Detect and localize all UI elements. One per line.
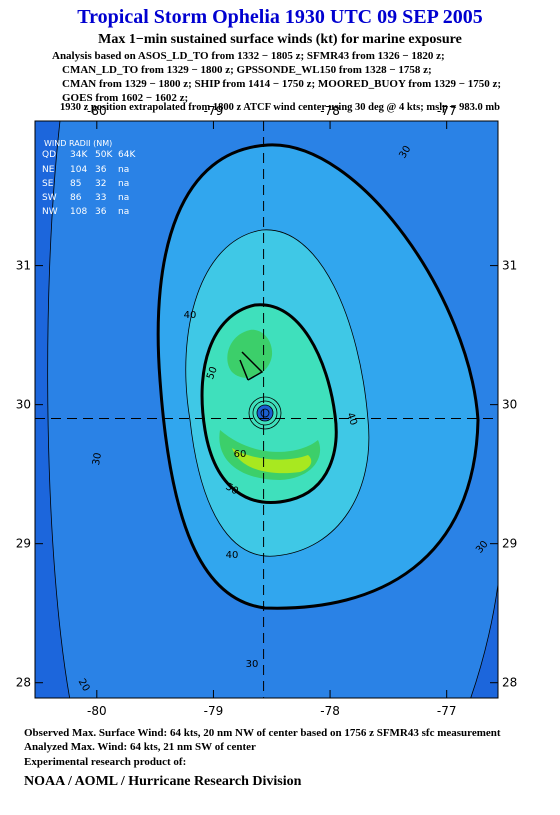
- contour-label: 50: [205, 365, 220, 381]
- contour-label: 40: [344, 411, 359, 427]
- footer-line: Analyzed Max. Wind: 64 kts, 21 nm SW of …: [24, 741, 256, 753]
- title: Tropical Storm Ophelia 1930 UTC 09 SEP 2…: [77, 6, 483, 28]
- x-tick-label: -80: [87, 104, 107, 118]
- y-tick-label: 29: [502, 537, 517, 551]
- contour-label: 40: [226, 550, 239, 561]
- wind-radii-cell: na: [118, 179, 129, 189]
- org: NOAA / AOML / Hurricane Research Divisio…: [24, 774, 302, 789]
- analysis-line: CMAN from 1329 − 1800 z; SHIP from 1414 …: [62, 78, 502, 90]
- wind-radii-cell: na: [118, 207, 129, 217]
- wind-radii-cell: 33: [95, 193, 106, 203]
- thin-contours: [47, 121, 498, 698]
- y-tick-label: 30: [16, 398, 31, 412]
- subtitle: Max 1−min sustained surface winds (kt) f…: [98, 32, 462, 47]
- analysis-line: GOES from 1602 − 1602 z;: [62, 92, 189, 104]
- wind-radii-cell: 108: [70, 207, 87, 217]
- position-note: 1930 z position extrapolated from 1800 z…: [59, 102, 501, 113]
- contour-60: [232, 448, 312, 474]
- wind-radii-cell: 36: [95, 165, 107, 175]
- x-tick-label: -79: [204, 704, 224, 718]
- contour-label: 60: [234, 449, 247, 460]
- wind-radii-cell: 104: [70, 165, 87, 175]
- wind-radii-cell: 86: [70, 193, 82, 203]
- frame: [34, 120, 499, 699]
- y-tick-label: 28: [16, 676, 31, 690]
- footer-line: Experimental research product of:: [24, 756, 187, 768]
- x-tick-label: -77: [437, 704, 457, 718]
- analysis-line: Analysis based on ASOS_LD_TO from 1332 −…: [52, 50, 445, 62]
- contour-label: 40: [184, 310, 197, 321]
- contour-50-line: [200, 303, 338, 504]
- contour-55: [227, 329, 273, 378]
- x-tick-label: -80: [87, 704, 107, 718]
- analysis-line: CMAN_LD_TO from 1329 − 1800 z; GPSSONDE_…: [62, 64, 432, 76]
- wind-radii-cell: SW: [42, 193, 57, 203]
- x-tick-label: -79: [204, 104, 224, 118]
- y-tick-label: 29: [16, 537, 31, 551]
- x-tick-label: -78: [320, 704, 340, 718]
- footer-line: Observed Max. Surface Wind: 64 kts, 20 n…: [24, 727, 501, 739]
- eye-contours: [248, 396, 282, 430]
- wind-radii-header: 50K: [95, 150, 113, 160]
- wind-radii-header: 64K: [118, 150, 136, 160]
- y-tick-label: 31: [502, 259, 517, 273]
- x-tick-label: -78: [320, 104, 340, 118]
- wind-radii-header: QD: [42, 150, 56, 160]
- wind-radii-cell: NW: [42, 207, 58, 217]
- y-tick-label: 28: [502, 676, 517, 690]
- wind-radii-cell: NE: [42, 165, 55, 175]
- wind-radii-cell: na: [118, 165, 129, 175]
- y-tick-label: 30: [502, 398, 517, 412]
- wind-radii-cell: 36: [95, 207, 107, 217]
- x-tick-label: -77: [437, 104, 457, 118]
- wind-radii-cell: na: [118, 193, 129, 203]
- wind-radii-cell: SE: [42, 179, 54, 189]
- y-tick-label: 31: [16, 259, 31, 273]
- contour-label: 30: [246, 659, 259, 670]
- contour-label: 30: [91, 452, 104, 466]
- wind-radii-title: WIND RADII (NM): [44, 139, 112, 148]
- wind-radii-header: 34K: [70, 150, 88, 160]
- wind-radii-cell: 85: [70, 179, 81, 189]
- wind-radii-cell: 32: [95, 179, 106, 189]
- motion-arrow: [239, 351, 264, 381]
